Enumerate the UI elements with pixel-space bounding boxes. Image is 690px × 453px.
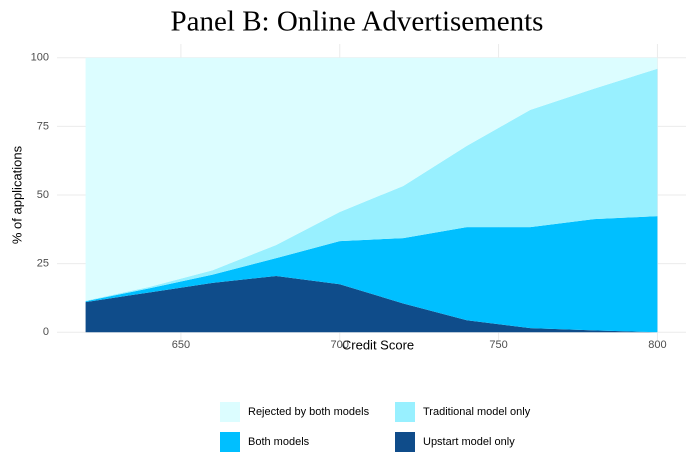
y-tick-label: 100 xyxy=(31,52,49,64)
legend-text: Upstart model only xyxy=(423,436,515,448)
y-tick-label: 25 xyxy=(37,258,49,270)
chart-title: Panel B: Online Advertisements xyxy=(171,6,544,38)
y-axis-title: % of applications xyxy=(9,145,24,244)
area xyxy=(85,216,658,333)
x-axis-title: Credit Score xyxy=(342,337,414,352)
legend-text: Both models xyxy=(248,436,310,448)
area xyxy=(85,275,658,333)
x-tick-label: 700 xyxy=(331,339,349,351)
legend-swatch xyxy=(220,432,240,452)
y-tick-label: 0 xyxy=(43,326,49,338)
x-tick-label: 800 xyxy=(648,339,666,351)
y-tick-label: 75 xyxy=(37,120,49,132)
legend-swatch xyxy=(395,432,415,452)
legend-text: Traditional model only xyxy=(423,406,531,418)
x-tick-label: 750 xyxy=(489,339,507,351)
legend-text: Rejected by both models xyxy=(248,406,370,418)
area xyxy=(85,57,658,301)
area xyxy=(85,68,658,302)
x-tick-label: 650 xyxy=(172,339,190,351)
y-tick-label: 50 xyxy=(37,189,49,201)
legend-swatch xyxy=(220,402,240,422)
legend-swatch xyxy=(395,402,415,422)
